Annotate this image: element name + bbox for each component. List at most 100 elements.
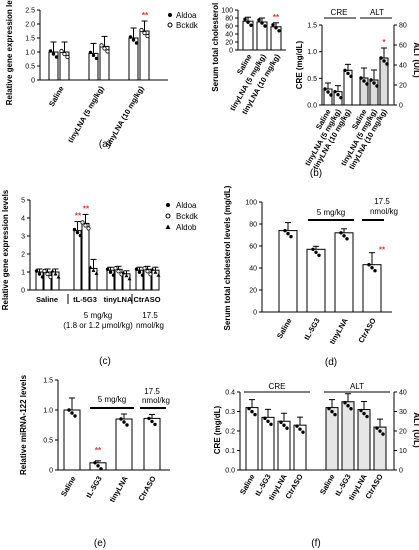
c-y-tick-label: 0 bbox=[21, 288, 25, 295]
c-dot bbox=[91, 268, 96, 272]
f-yl-tick-label: 0.3 bbox=[225, 409, 235, 416]
f-ylabel-left: CRE (mg/dL) bbox=[213, 405, 222, 454]
b-right-dot bbox=[339, 95, 343, 100]
f-bar bbox=[325, 407, 339, 471]
f-dot bbox=[247, 406, 251, 411]
f-dot bbox=[365, 414, 369, 419]
b-right-dot bbox=[372, 81, 376, 85]
a-dot bbox=[134, 41, 139, 45]
f-dot bbox=[378, 429, 382, 433]
e-dot bbox=[99, 467, 103, 471]
b-left-dot bbox=[260, 21, 264, 25]
b-right-dot bbox=[343, 68, 347, 73]
b-right-ylabel-right: ALT (U/L) bbox=[412, 42, 419, 78]
f-dot bbox=[295, 424, 299, 428]
e-bar bbox=[115, 418, 133, 471]
d-y-tick-label: 80 bbox=[249, 222, 257, 229]
f-dot bbox=[282, 423, 286, 427]
c-dot bbox=[78, 233, 83, 238]
c-dot bbox=[142, 266, 147, 271]
b-right-yr-tick-label: 0 bbox=[399, 103, 403, 110]
f-dot bbox=[343, 401, 347, 405]
e-bar bbox=[143, 417, 161, 471]
a-y-tick-label: 1.0 bbox=[25, 50, 35, 57]
c-dot bbox=[42, 268, 47, 274]
b-left-dot bbox=[274, 26, 278, 30]
a-ylabel: Relative gene expression levels bbox=[5, 0, 14, 105]
c-dot bbox=[137, 270, 142, 274]
f-dot bbox=[301, 430, 305, 434]
d-bar bbox=[334, 232, 354, 313]
f-dot bbox=[298, 427, 302, 431]
b-right-dot bbox=[323, 87, 327, 91]
a-dot bbox=[145, 33, 150, 39]
b-right-yl-tick-label: 1.0 bbox=[307, 49, 317, 56]
b-left-significance: ** bbox=[273, 13, 280, 22]
a-dot bbox=[91, 53, 96, 58]
f-dot bbox=[349, 407, 353, 411]
e-dot bbox=[70, 411, 74, 415]
a-dot bbox=[94, 56, 99, 61]
e-dot bbox=[67, 408, 71, 412]
c-dose-label: 17.5 bbox=[142, 311, 158, 320]
a-dot bbox=[131, 38, 136, 42]
e-category-label: Saline bbox=[59, 475, 78, 499]
c-dot bbox=[121, 270, 126, 275]
f-dot bbox=[333, 412, 337, 417]
f-yr-tick-label: 40 bbox=[399, 390, 407, 397]
e-ylabel: Relative miRNA-122 levels bbox=[19, 374, 28, 475]
c-dot bbox=[134, 267, 139, 271]
b-right-dot bbox=[362, 79, 366, 83]
c-dot bbox=[83, 223, 88, 228]
a-category-label: Saline bbox=[47, 85, 66, 109]
b-left-dot bbox=[257, 18, 261, 22]
b-right-dot bbox=[369, 78, 373, 82]
d-dot bbox=[342, 234, 346, 238]
d-category-label: Saline bbox=[275, 317, 294, 341]
c-bar bbox=[81, 222, 90, 291]
b-left-dot bbox=[243, 17, 247, 21]
a-dot bbox=[105, 49, 110, 54]
a-bar bbox=[139, 30, 150, 81]
b-right-dot bbox=[336, 92, 340, 97]
caption-c: (c) bbox=[99, 356, 111, 367]
f-ylabel-right: ALT (U/L) bbox=[412, 412, 419, 448]
b-left-y-tick-label: 20 bbox=[225, 40, 233, 47]
c-y-tick-label: 3 bbox=[21, 234, 25, 241]
panel-a: 0 0.5 1.0 1.5 2.0 2.5 Relative gene expression… bbox=[0, 0, 210, 150]
e-dot bbox=[125, 423, 129, 427]
b-right-yr-tick-label: 60 bbox=[399, 43, 407, 50]
f-dot bbox=[253, 412, 257, 417]
c-y-tick-label: 1 bbox=[21, 270, 25, 277]
d-bar bbox=[278, 230, 298, 313]
f-yr-tick-label: 20 bbox=[399, 429, 407, 436]
a-dot bbox=[128, 35, 133, 39]
e-dot bbox=[96, 464, 100, 468]
a-y-tick-label: 2.5 bbox=[25, 8, 35, 15]
c-dot bbox=[53, 272, 58, 276]
f-yl-tick-label: 0.0 bbox=[225, 468, 235, 475]
d-dot bbox=[283, 228, 287, 233]
chart-f: 0.0 0.1 0.2 0.3 0.4 0 10 20 30 40 CRE (mg/dL) ALT (… bbox=[213, 382, 419, 549]
a-dot bbox=[99, 43, 104, 48]
e-category-label: tinyLNA bbox=[108, 474, 130, 504]
b-right-significance: * bbox=[382, 38, 386, 47]
a-legend-marker bbox=[167, 22, 173, 28]
b-right-dot bbox=[375, 84, 379, 88]
c-dot bbox=[37, 272, 42, 276]
f-bar bbox=[373, 426, 387, 471]
b-left-y-tick-label: 80 bbox=[225, 16, 233, 23]
f-yl-tick-label: 0.1 bbox=[225, 448, 235, 455]
b-left-dot bbox=[277, 29, 281, 33]
b-left-y-tick-label: 0 bbox=[229, 48, 233, 55]
c-dot bbox=[113, 266, 118, 271]
f-bar bbox=[357, 409, 371, 471]
a-legend-label: Aldoa bbox=[176, 11, 197, 20]
d-y-tick-label: 20 bbox=[249, 288, 257, 295]
caption-f: (f) bbox=[311, 538, 320, 549]
f-yl-tick-label: 0.2 bbox=[225, 429, 235, 436]
e-dot bbox=[93, 461, 97, 465]
a-dot bbox=[88, 50, 93, 55]
a-category-label: tinyLNA (5 mg/kg) bbox=[66, 84, 106, 144]
